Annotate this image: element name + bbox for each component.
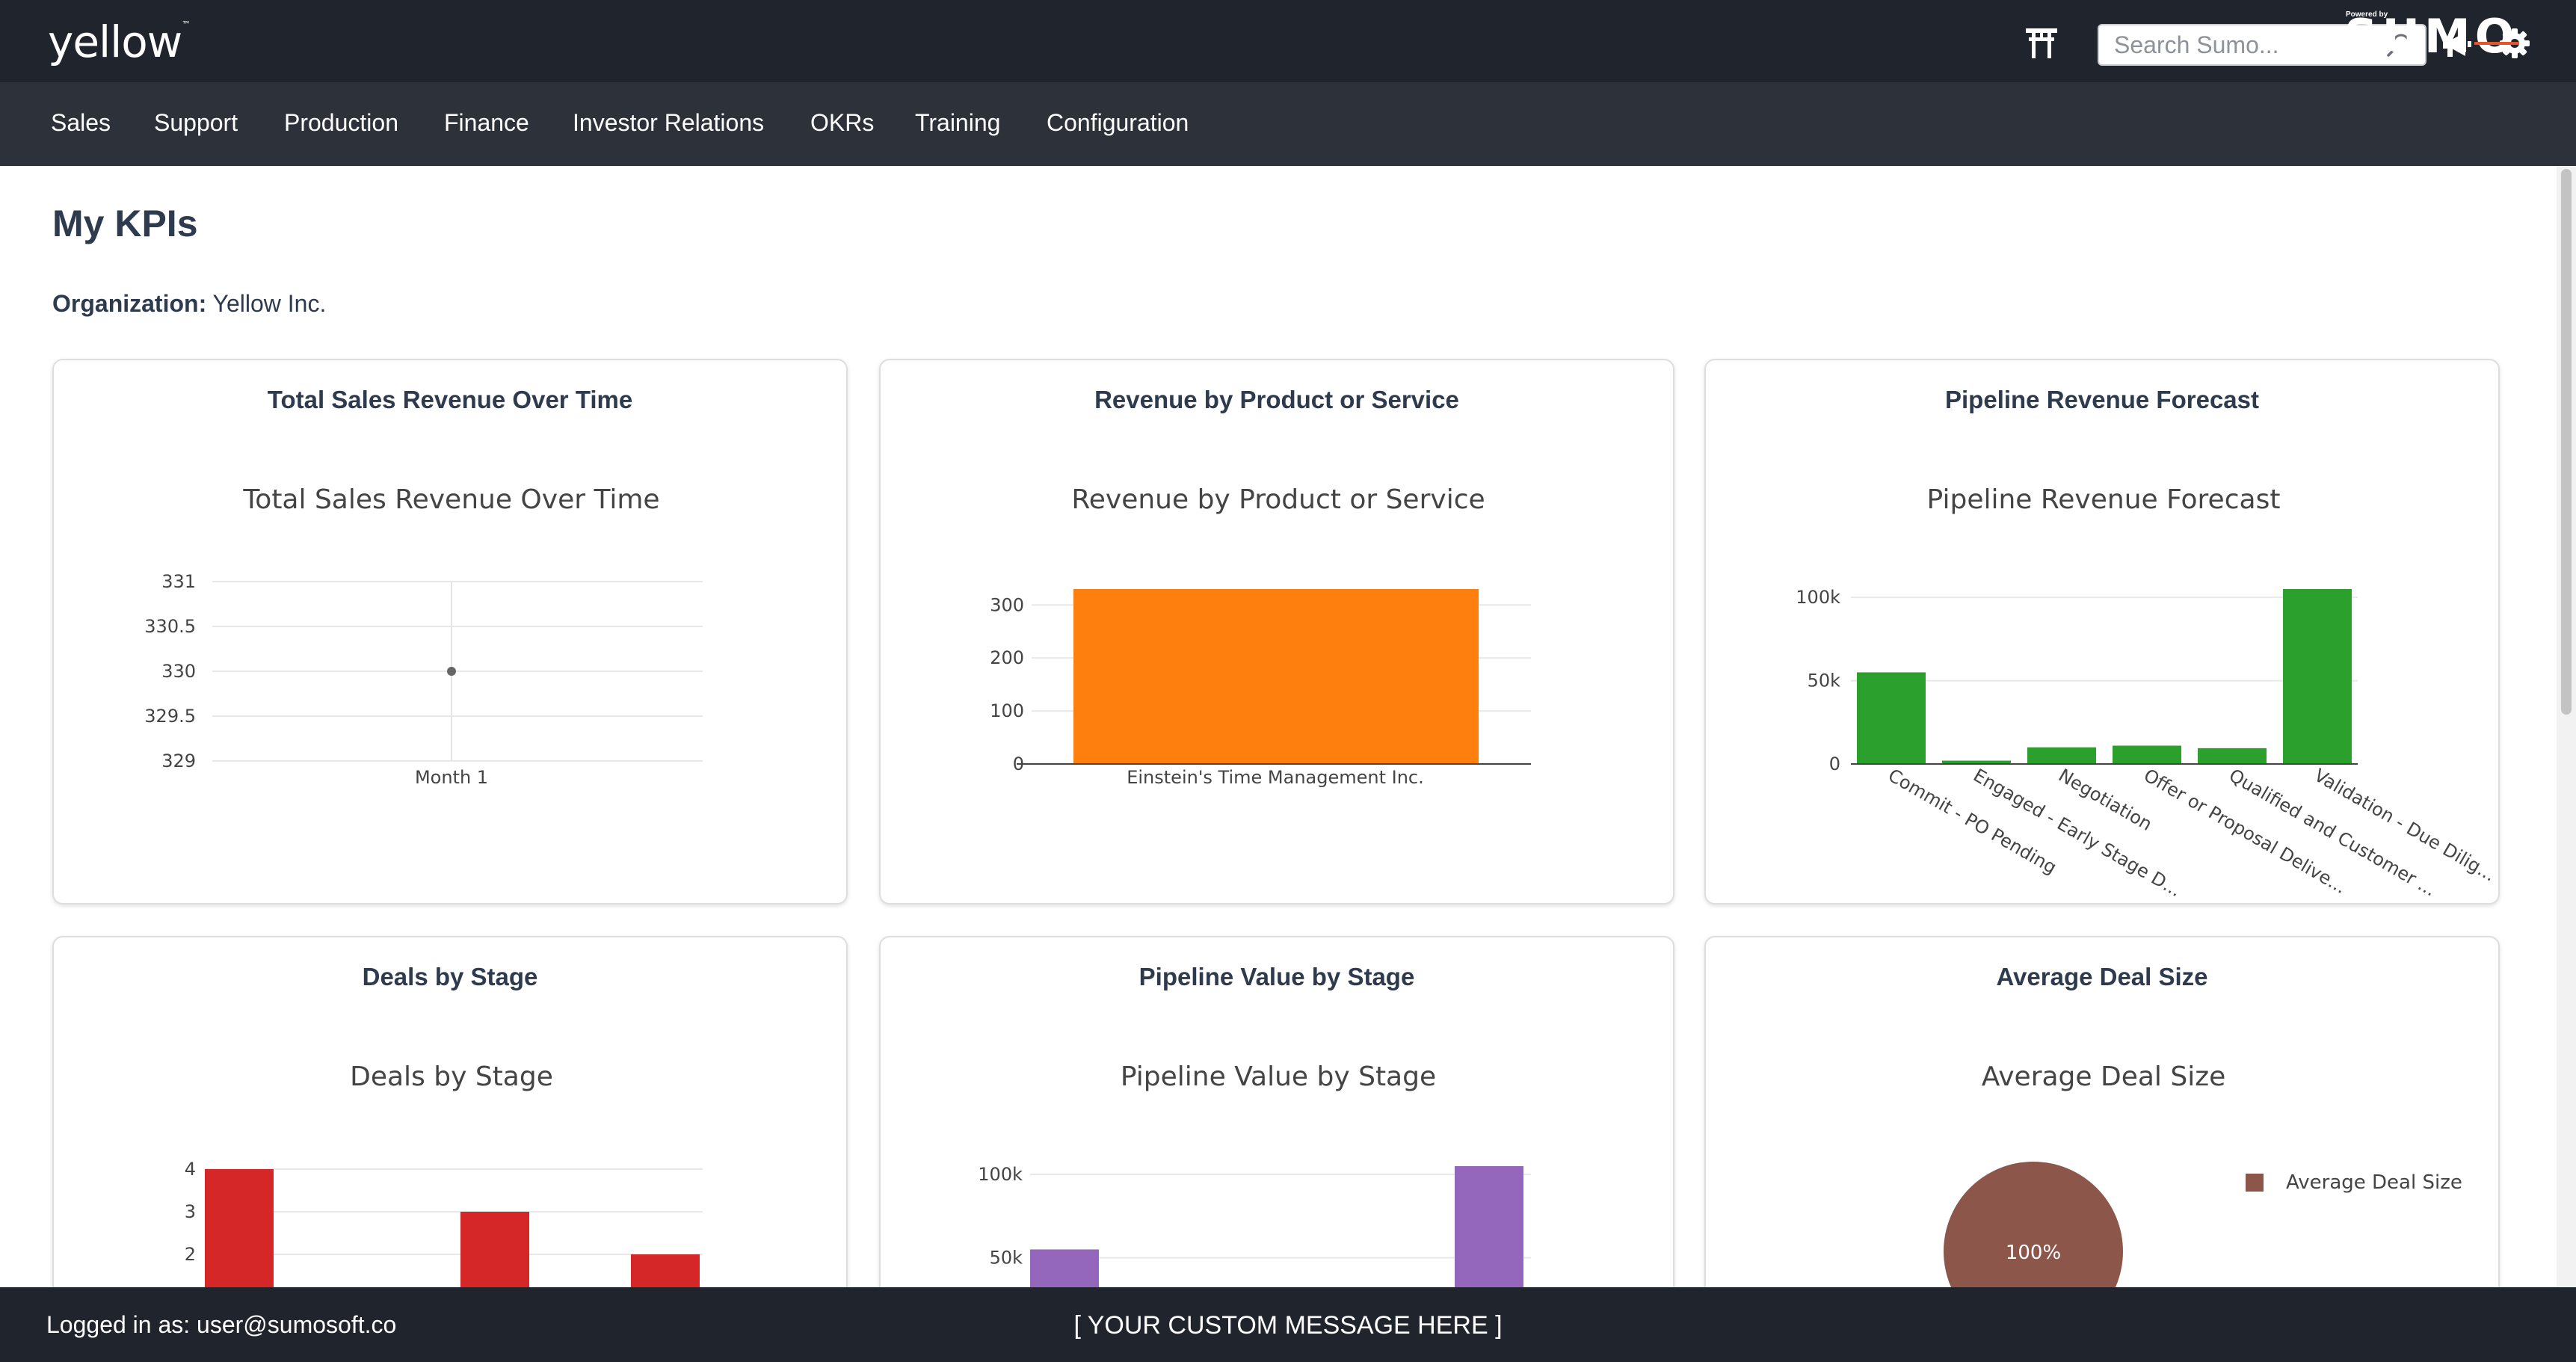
search-icon[interactable] — [2386, 33, 2412, 58]
chart-total-sales-revenue: Total Sales Revenue Over Time 331 330.5 33… — [144, 484, 703, 788]
y-tick-label: 330.5 — [144, 616, 196, 637]
pie-slice-average-deal-size[interactable] — [1944, 1162, 2123, 1325]
scatter-point[interactable] — [447, 667, 456, 676]
page-title: My KPIs — [52, 203, 198, 244]
top-bar: yellow™ — [0, 0, 2576, 82]
custom-message: [ YOUR CUSTOM MESSAGE HERE ] — [1073, 1311, 1503, 1340]
kpi-card-pipeline-revenue-forecast: Pipeline Revenue Forecast Pipeline Reven… — [1704, 359, 2500, 905]
card-title: Deals by Stage — [362, 963, 538, 990]
organization-line: Organization: Yellow Inc. — [52, 290, 326, 318]
logged-in-text: Logged in as: user@sumosoft.co — [46, 1311, 397, 1338]
x-tick-label: Einstein's Time Management Inc. — [1127, 767, 1424, 788]
yellow-logo[interactable]: yellow™ — [48, 16, 191, 67]
y-tick-label: 4 — [185, 1159, 196, 1180]
y-tick-label: 329.5 — [144, 706, 196, 727]
nav-item-sales[interactable]: Sales — [51, 109, 111, 136]
chart-average-deal-size: Average Deal Size 100% Average Deal Size — [1944, 1061, 2462, 1325]
megaphone-icon[interactable] — [2441, 30, 2473, 58]
logo-text: yellow — [48, 16, 182, 67]
chart-title: Pipeline Value by Stage — [1121, 1061, 1436, 1092]
bar[interactable] — [1073, 589, 1479, 764]
chart-title: Average Deal Size — [1982, 1061, 2226, 1092]
chart-title: Revenue by Product or Service — [1071, 484, 1485, 515]
torii-gate-icon[interactable] — [2024, 27, 2059, 60]
nav-item-support[interactable]: Support — [154, 109, 238, 136]
chart-pipeline-value-by-stage: Pipeline Value by Stage 100k 50k — [978, 1061, 1531, 1323]
card-title: Pipeline Value by Stage — [1138, 963, 1415, 990]
organization-label: Organization: — [52, 290, 207, 317]
y-tick-label: 330 — [161, 661, 196, 682]
y-tick-label: 0 — [1829, 754, 1840, 774]
y-tick-label: 50k — [990, 1248, 1023, 1269]
powered-by-text: Powered by — [2346, 10, 2388, 19]
nav-item-production[interactable]: Production — [284, 109, 398, 136]
sumo-logo[interactable]: SUMO — [2344, 9, 2519, 64]
main-nav: Sales Support Production Finance Investo… — [0, 82, 2576, 166]
bar[interactable] — [1857, 672, 1926, 764]
y-tick-label: 200 — [990, 647, 1024, 668]
y-tick-label: 331 — [161, 571, 196, 592]
y-tick-label: 329 — [161, 751, 196, 771]
legend-label[interactable]: Average Deal Size — [2286, 1171, 2462, 1194]
logo-mark: ™ — [182, 19, 191, 30]
pie-slice-label: 100% — [2006, 1242, 2061, 1264]
footer-bar: Logged in as: user@sumosoft.co [ YOUR CU… — [0, 1287, 2576, 1362]
kpi-card-average-deal-size: Average Deal Size Average Deal Size 100%… — [1704, 936, 2500, 1325]
nav-item-training[interactable]: Training — [915, 109, 1001, 136]
search-box — [2098, 24, 2426, 66]
y-tick-label: 2 — [185, 1244, 196, 1265]
kpi-card-total-sales-revenue: Total Sales Revenue Over Time Total Sale… — [52, 359, 848, 905]
nav-item-configuration[interactable]: Configuration — [1047, 109, 1189, 136]
chart-title: Total Sales Revenue Over Time — [242, 484, 659, 515]
card-title: Pipeline Revenue Forecast — [1945, 386, 2259, 413]
y-tick-label: 50k — [1808, 671, 1841, 691]
bar[interactable] — [2113, 745, 2181, 764]
scrollbar-thumb[interactable] — [2561, 169, 2572, 715]
legend-swatch[interactable] — [2246, 1174, 2264, 1192]
kpi-card-revenue-by-product: Revenue by Product or Service Revenue by… — [879, 359, 1674, 905]
bar[interactable] — [2283, 589, 2352, 764]
y-tick-label: 100 — [990, 700, 1024, 721]
bar[interactable] — [2198, 748, 2267, 764]
nav-item-finance[interactable]: Finance — [444, 109, 529, 136]
y-tick-label: 300 — [990, 594, 1024, 615]
y-tick-label: 0 — [1013, 754, 1024, 774]
search-input[interactable] — [2099, 25, 2368, 64]
y-tick-label: 100k — [1796, 587, 1840, 608]
kpi-card-pipeline-value-by-stage: Pipeline Value by Stage Pipeline Value b… — [879, 936, 1674, 1325]
nav-item-okrs[interactable]: OKRs — [810, 109, 875, 136]
chart-title: Pipeline Revenue Forecast — [1927, 484, 2281, 515]
card-title: Total Sales Revenue Over Time — [267, 386, 633, 413]
kpi-card-deals-by-stage: Deals by Stage Deals by Stage 4 3 2 — [52, 936, 848, 1325]
y-tick-label: 3 — [185, 1201, 196, 1222]
bar[interactable] — [1942, 760, 2011, 764]
nav-item-investor-relations[interactable]: Investor Relations — [573, 109, 765, 136]
chart-title: Deals by Stage — [350, 1061, 553, 1092]
card-title: Average Deal Size — [1996, 963, 2208, 990]
card-title: Revenue by Product or Service — [1094, 386, 1459, 413]
organization-value: Yellow Inc. — [212, 290, 327, 317]
sumo-logo-accent — [2474, 42, 2519, 45]
x-tick-label: Month 1 — [415, 767, 488, 788]
bar[interactable] — [2027, 747, 2096, 764]
chart-deals-by-stage: Deals by Stage 4 3 2 — [185, 1061, 703, 1323]
y-tick-label: 100k — [978, 1164, 1023, 1185]
chart-revenue-by-product: Revenue by Product or Service 300 200 100 0… — [990, 484, 1531, 788]
